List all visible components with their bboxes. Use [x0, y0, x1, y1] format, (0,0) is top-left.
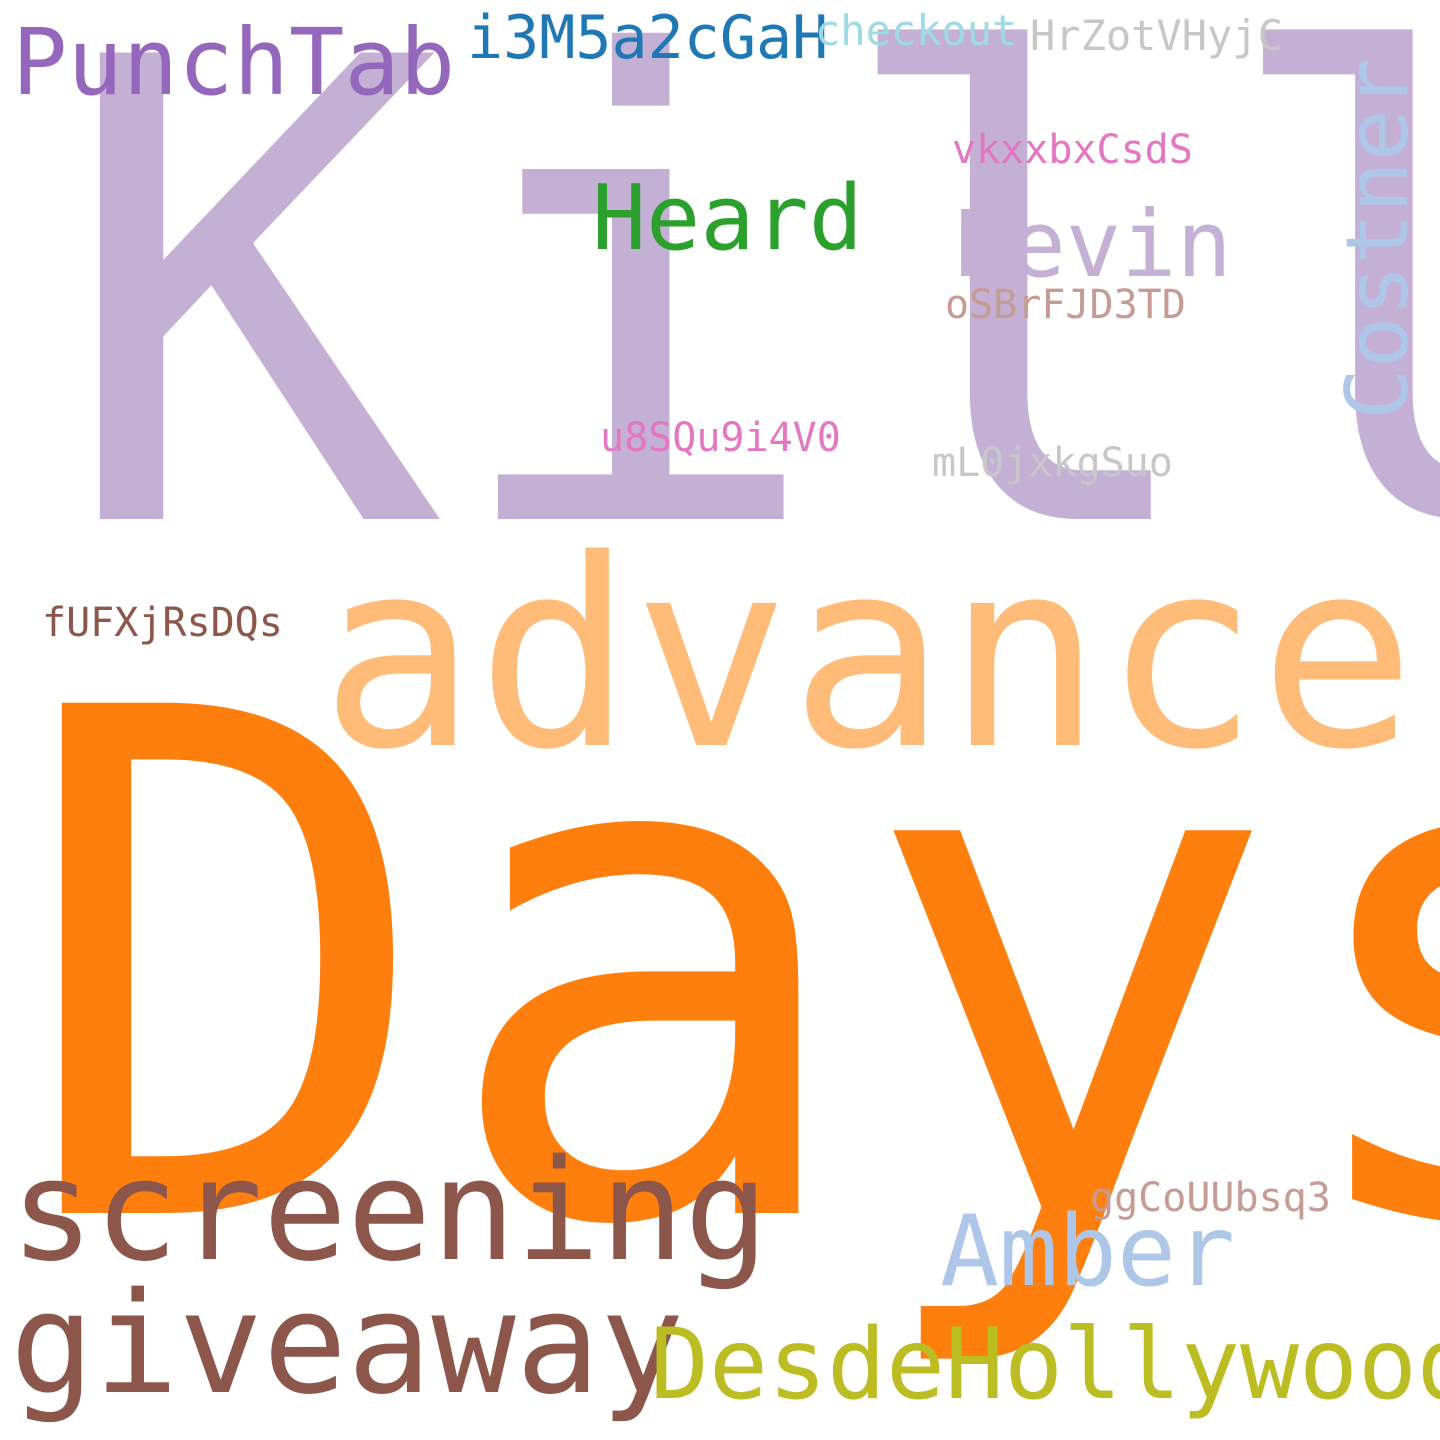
word-fufxjrsdqs: fUFXjRsDQs — [42, 600, 283, 646]
word-ml0jxkgsuo: mL0jxkgSuo — [932, 440, 1173, 486]
word-checkout: checkout — [815, 6, 1018, 55]
word-u8squ9i4v0: u8SQu9i4V0 — [600, 415, 841, 461]
word-desdehollywood: DesdeHollywood — [650, 1308, 1440, 1422]
word-punchtab: PunchTab — [12, 9, 456, 116]
word-days: Days — [15, 564, 1440, 1379]
word-giveaway: giveaway — [10, 1263, 685, 1426]
word-amber: Amber — [940, 1195, 1236, 1309]
word-kill: Kill — [57, 0, 1440, 670]
word-hrzotvhyjc: HrZotVHyjC — [1030, 11, 1283, 60]
word-kevin: Kevin — [955, 191, 1232, 298]
word-vkxxbxcsds: vkxxbxCsdS — [952, 127, 1193, 173]
word-costner: Costner — [1328, 57, 1428, 420]
word-screening: screening — [10, 1130, 769, 1293]
word-advance: advance — [320, 505, 1416, 807]
word-heard: Heard — [592, 166, 863, 271]
word-ggcouubsq3: ggCoUUbsq3 — [1090, 1175, 1331, 1221]
word-i3m5a2cgah: i3M5a2cGaH — [467, 3, 829, 73]
word-osbrfjd3td: oSBrFJD3TD — [945, 282, 1186, 328]
